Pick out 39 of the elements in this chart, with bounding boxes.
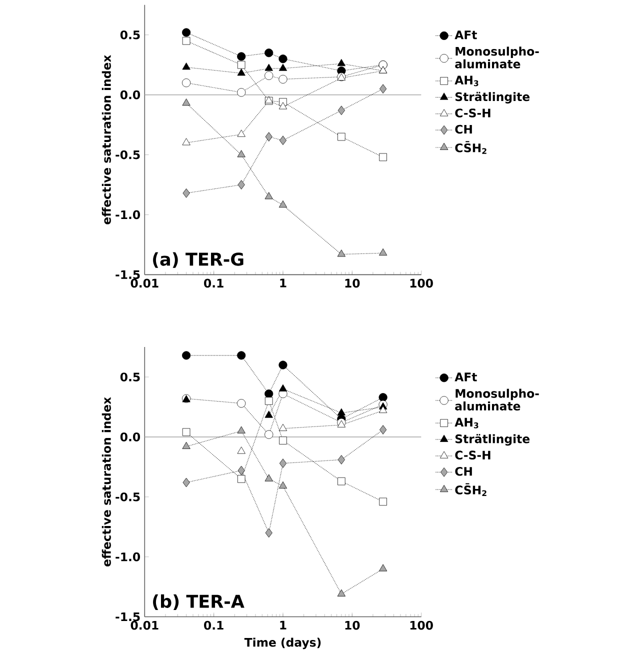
y-tick-label: 0.5 — [120, 372, 140, 382]
legend-label: Strätlingite — [456, 434, 530, 446]
legend-label: Monosulpho-aluminate — [455, 46, 539, 68]
y-tick-label: -0.5 — [116, 150, 140, 160]
x-tick-label: 0.01 — [130, 620, 158, 630]
x-tick-label: 0.01 — [130, 278, 158, 288]
legend-label: CH — [455, 124, 472, 134]
legend-label: CH — [455, 466, 472, 476]
y-tick-label: -1.0 — [116, 210, 140, 220]
y-tick-label: -1.5 — [116, 270, 140, 280]
x-tick-label: 1 — [280, 278, 286, 288]
y-axis-title: effective saturation index — [102, 397, 112, 566]
x-axis-title: Time (days) — [244, 638, 321, 650]
legend-label: AFt — [454, 372, 478, 382]
legend-label: CS̄H$_{2}$ — [455, 141, 486, 154]
x-tick-label: 0.1 — [204, 278, 224, 288]
x-tick-label: 10 — [345, 620, 360, 630]
legend-label: CS̄H$_{2}$ — [455, 483, 486, 496]
x-tick-label: 1 — [280, 620, 286, 630]
text: (b) TER-A — [153, 594, 244, 610]
y-tick-label: -0.5 — [116, 492, 140, 502]
x-tick-label: 0.1 — [204, 620, 224, 630]
legend-label: C-S-H — [455, 450, 490, 460]
y-tick-label: 0.5 — [120, 30, 140, 40]
legend-label: Strätlingite — [456, 92, 530, 104]
legend-label: C-S-H — [455, 108, 490, 118]
x-tick-label: 100 — [410, 278, 434, 288]
y-tick-label: -1.0 — [116, 552, 140, 562]
y-axis-title: effective saturation index — [102, 54, 112, 224]
text: (a) TER-G — [153, 252, 244, 268]
legend-label: AH$_{3}$ — [454, 418, 478, 428]
y-tick-label: -1.5 — [116, 612, 140, 622]
legend-label: AH$_{3}$ — [454, 76, 478, 86]
y-tick-label: 0.0 — [120, 432, 140, 442]
y-tick-label: 0.0 — [120, 90, 140, 100]
x-tick-label: 10 — [345, 278, 360, 288]
legend-label: AFt — [454, 30, 478, 40]
legend-label: Monosulpho-aluminate — [455, 388, 539, 411]
x-tick-label: 100 — [410, 620, 434, 630]
